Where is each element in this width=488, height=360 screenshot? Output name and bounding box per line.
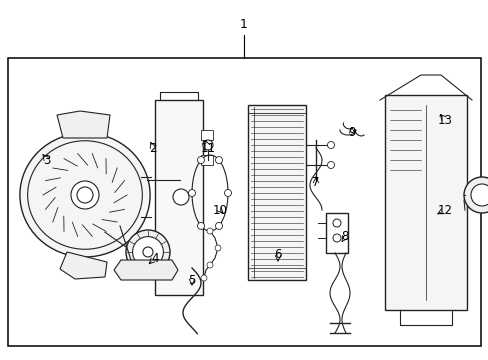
Text: 6: 6 <box>274 248 281 261</box>
Circle shape <box>77 187 93 203</box>
Circle shape <box>332 219 340 227</box>
Circle shape <box>197 222 204 229</box>
Bar <box>155 100 203 295</box>
Circle shape <box>332 234 340 242</box>
Circle shape <box>470 184 488 206</box>
Text: 7: 7 <box>312 175 319 189</box>
Circle shape <box>203 140 213 150</box>
Text: 10: 10 <box>212 203 227 216</box>
Text: 1: 1 <box>240 18 247 31</box>
Text: 2: 2 <box>149 141 157 154</box>
Circle shape <box>197 157 204 163</box>
Circle shape <box>206 228 213 234</box>
Polygon shape <box>57 111 110 138</box>
Text: 8: 8 <box>341 230 348 243</box>
Circle shape <box>206 262 213 268</box>
Text: 11: 11 <box>200 141 215 154</box>
Bar <box>8 58 480 346</box>
Circle shape <box>126 230 170 274</box>
Circle shape <box>201 275 206 281</box>
Circle shape <box>142 247 153 257</box>
Bar <box>201 155 213 165</box>
Circle shape <box>132 237 163 267</box>
Circle shape <box>71 181 99 209</box>
Text: 5: 5 <box>188 274 195 287</box>
Bar <box>201 130 213 140</box>
Circle shape <box>215 157 222 163</box>
Ellipse shape <box>28 141 142 249</box>
Circle shape <box>173 189 189 205</box>
Text: 12: 12 <box>437 203 451 216</box>
Bar <box>247 105 305 280</box>
Polygon shape <box>60 252 107 279</box>
Polygon shape <box>114 260 178 280</box>
Bar <box>325 213 347 253</box>
Circle shape <box>188 189 195 197</box>
Circle shape <box>463 177 488 213</box>
Circle shape <box>327 162 334 168</box>
Circle shape <box>215 222 222 229</box>
Text: 9: 9 <box>347 126 355 139</box>
Ellipse shape <box>20 133 150 257</box>
Circle shape <box>224 189 231 197</box>
Circle shape <box>327 141 334 148</box>
Circle shape <box>215 245 221 251</box>
Bar <box>384 95 466 310</box>
Text: 4: 4 <box>151 252 159 265</box>
Text: 3: 3 <box>43 153 51 166</box>
Text: 13: 13 <box>437 113 451 126</box>
